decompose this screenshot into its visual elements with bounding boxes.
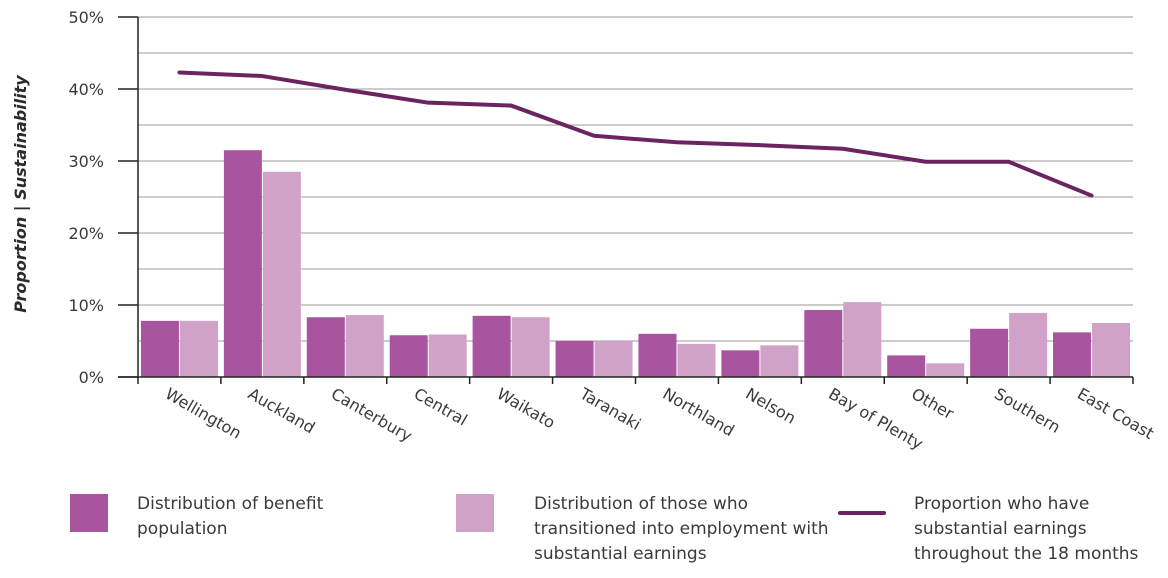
bar-transitioned-nelson <box>760 345 799 377</box>
bar-transitioned-other <box>926 363 965 377</box>
x-tick-label-central: Central <box>411 384 471 430</box>
y-tick-label: 30% <box>68 152 104 171</box>
legend-label-benefit-population: Distribution of benefit population <box>137 494 324 539</box>
bar-transitioned-wellington <box>179 320 218 377</box>
y-axis-title: Proportion | Sustainability <box>11 75 31 313</box>
x-tick-label-east-coast: East Coast <box>1074 384 1157 443</box>
bar-benefit-other <box>887 355 926 377</box>
bar-benefit-northland <box>638 333 677 377</box>
bar-transitioned-east-coast <box>1092 323 1131 377</box>
y-tick-label: 40% <box>68 80 104 99</box>
x-tick-label-waikato: Waikato <box>494 384 559 432</box>
legend-swatch-sustainability-line <box>838 511 886 515</box>
y-tick-label: 10% <box>68 296 104 315</box>
bar-benefit-auckland <box>223 150 262 377</box>
bar-benefit-bay-of-plenty <box>804 310 843 377</box>
bar-transitioned-bay-of-plenty <box>843 302 882 377</box>
bar-benefit-waikato <box>472 315 511 377</box>
y-tick-label: 20% <box>68 224 104 243</box>
x-tick-label-wellington: Wellington <box>162 384 245 443</box>
bar-benefit-east-coast <box>1053 332 1092 377</box>
legend-swatch-transitioned <box>456 494 494 532</box>
bar-transitioned-canterbury <box>345 315 384 377</box>
x-tick-label-taranaki: Taranaki <box>576 384 644 434</box>
legend-swatch-benefit-population <box>70 494 108 532</box>
y-tick-label: 0% <box>79 368 104 387</box>
bar-transitioned-northland <box>677 343 716 377</box>
legend-label-transitioned: Distribution of those who transitioned i… <box>534 494 829 564</box>
bar-transitioned-southern <box>1009 312 1048 377</box>
bar-benefit-southern <box>970 328 1009 377</box>
x-tick-label-auckland: Auckland <box>245 384 318 437</box>
y-tick-label: 50% <box>68 8 104 27</box>
bar-transitioned-central <box>428 334 467 377</box>
chart-legend: Distribution of benefit population Distr… <box>0 492 1168 578</box>
x-tick-label-nelson: Nelson <box>742 384 799 428</box>
chart-area: 0% 10% 20% 30% 40% 50% Proportion | Sustainabi… <box>11 8 1157 453</box>
bar-transitioned-waikato <box>511 317 550 377</box>
bar-benefit-canterbury <box>306 317 345 377</box>
bar-benefit-wellington <box>140 320 179 377</box>
x-tick-label-northland: Northland <box>660 384 738 440</box>
x-tick-label-southern: Southern <box>991 384 1064 437</box>
x-tick-label-canterbury: Canterbury <box>328 384 416 446</box>
bar-benefit-central <box>389 335 428 377</box>
x-tick-label-other: Other <box>908 384 957 423</box>
legend-label-sustainability-line: Proportion who have substantial earnings… <box>914 494 1139 564</box>
bar-benefit-nelson <box>721 350 760 377</box>
bar-transitioned-auckland <box>262 171 301 377</box>
bar-benefit-taranaki <box>555 341 594 377</box>
line-sustainability <box>177 70 1094 198</box>
bar-transitioned-taranaki <box>594 341 633 377</box>
